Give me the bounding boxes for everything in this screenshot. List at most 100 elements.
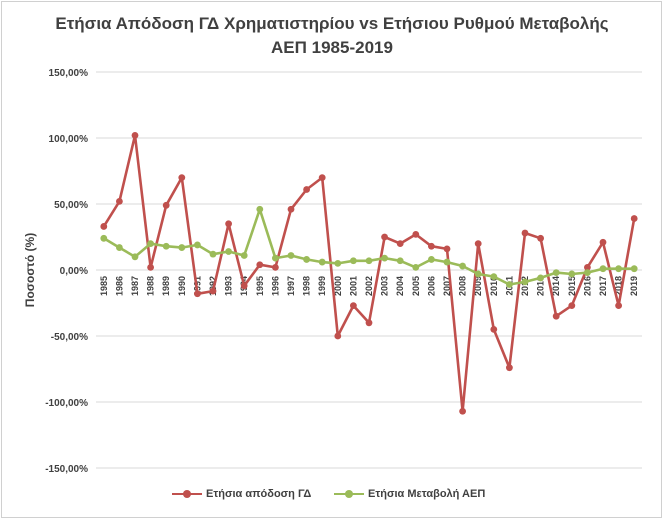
legend-item-series1: Ετήσια απόδοση ΓΔ [172, 488, 311, 500]
data-point [474, 270, 482, 278]
data-point [178, 174, 186, 182]
data-point [318, 174, 326, 182]
legend: Ετήσια απόδοση ΓΔ Ετήσια Μεταβολή ΑΕΠ [0, 488, 664, 508]
x-tick-label: 1989 [161, 276, 171, 296]
data-point [100, 223, 108, 230]
data-point [459, 262, 466, 270]
data-point [194, 290, 201, 298]
data-point [412, 263, 420, 271]
y-tick-label: 150,00% [49, 68, 89, 79]
x-tick-label: 1996 [270, 276, 280, 296]
y-tick-label: -50,00% [51, 332, 88, 343]
chart-title-line1: Ετήσια Απόδοση ΓΔ Χρηματιστηρίου vs Ετήσ… [55, 14, 609, 33]
x-tick-label: 2009 [473, 276, 483, 296]
x-tick-label: 1986 [114, 276, 124, 296]
x-tick-label: 1995 [255, 276, 265, 296]
data-point [116, 244, 123, 251]
data-point [365, 257, 373, 265]
x-tick-label: 2016 [582, 276, 592, 296]
y-tick-label: 0,00% [60, 266, 88, 277]
data-point [615, 302, 622, 310]
x-tick-label: 1997 [286, 276, 296, 296]
data-point [240, 282, 248, 290]
chart-title: Ετήσια Απόδοση ΓΔ Χρηματιστηρίου vs Ετήσ… [0, 12, 664, 60]
data-point [162, 201, 170, 209]
data-point [521, 229, 529, 237]
y-tick-label: -100,00% [45, 398, 88, 409]
data-point [272, 254, 279, 262]
data-point [381, 233, 388, 241]
data-point [381, 254, 388, 262]
data-point [459, 407, 466, 415]
data-point [396, 257, 404, 265]
x-tick-label: 1993 [224, 276, 234, 296]
x-tick-label: 1988 [146, 276, 156, 296]
data-point [615, 265, 622, 273]
data-point [272, 263, 279, 271]
data-point [537, 234, 544, 242]
x-tick-label: 2008 [458, 276, 468, 296]
data-point [147, 240, 155, 248]
legend-swatch-series2 [334, 490, 364, 498]
data-point [490, 273, 498, 280]
x-tick-label: 2019 [629, 276, 639, 296]
x-tick-label: 2005 [411, 276, 421, 296]
legend-item-series2: Ετήσια Μεταβολή ΑΕΠ [334, 488, 485, 500]
data-point [256, 261, 264, 269]
x-tick-label: 2006 [426, 276, 436, 296]
data-point [396, 240, 404, 248]
data-point [350, 302, 357, 310]
data-point [599, 265, 607, 273]
data-point [178, 244, 186, 251]
data-point [162, 242, 170, 250]
data-point [537, 274, 544, 282]
data-point [116, 197, 123, 205]
legend-swatch-series1 [172, 490, 202, 498]
x-tick-label: 2004 [395, 276, 405, 296]
x-tick-label: 2013 [536, 276, 546, 296]
y-tick-label: 100,00% [49, 134, 89, 145]
x-tick-label: 2001 [348, 276, 358, 296]
data-point [443, 245, 451, 253]
data-point [552, 269, 560, 277]
x-tick-label: 2017 [598, 276, 608, 296]
data-point [131, 131, 139, 139]
data-point [225, 220, 233, 228]
y-tick-label: -150,00% [45, 464, 88, 475]
x-tick-label: 2014 [551, 276, 561, 296]
x-tick-label: 2018 [614, 276, 624, 296]
data-point [147, 263, 155, 271]
data-point [318, 258, 326, 266]
data-point [552, 312, 560, 320]
data-point [506, 281, 513, 288]
data-point [428, 256, 435, 263]
data-point [630, 265, 638, 273]
x-tick-label: 2010 [489, 276, 499, 296]
data-point [194, 241, 201, 249]
data-point [474, 240, 482, 248]
x-tick-label: 2012 [520, 276, 530, 296]
data-point [100, 234, 108, 242]
data-point [334, 332, 342, 340]
data-point [334, 260, 342, 267]
x-tick-label: 2003 [380, 276, 390, 296]
x-tick-label: 1990 [177, 276, 187, 296]
x-tick-label: 2015 [567, 276, 577, 296]
data-point [209, 287, 217, 295]
data-point [209, 250, 217, 258]
x-tick-label: 1987 [130, 276, 140, 296]
data-point [443, 258, 451, 266]
data-point [350, 257, 357, 265]
x-tick-label: 2002 [364, 276, 374, 296]
legend-label-series2: Ετήσια Μεταβολή ΑΕΠ [368, 488, 486, 500]
x-tick-label: 1999 [317, 276, 327, 296]
data-point [287, 252, 295, 259]
data-point [584, 263, 591, 271]
chart-title-line2: ΑΕΠ 1985-2019 [271, 38, 393, 57]
data-point [568, 302, 576, 310]
data-point [506, 364, 513, 372]
x-tick-label: 1998 [302, 276, 312, 296]
data-point [521, 278, 529, 286]
data-point [428, 242, 435, 250]
data-point [287, 205, 295, 213]
